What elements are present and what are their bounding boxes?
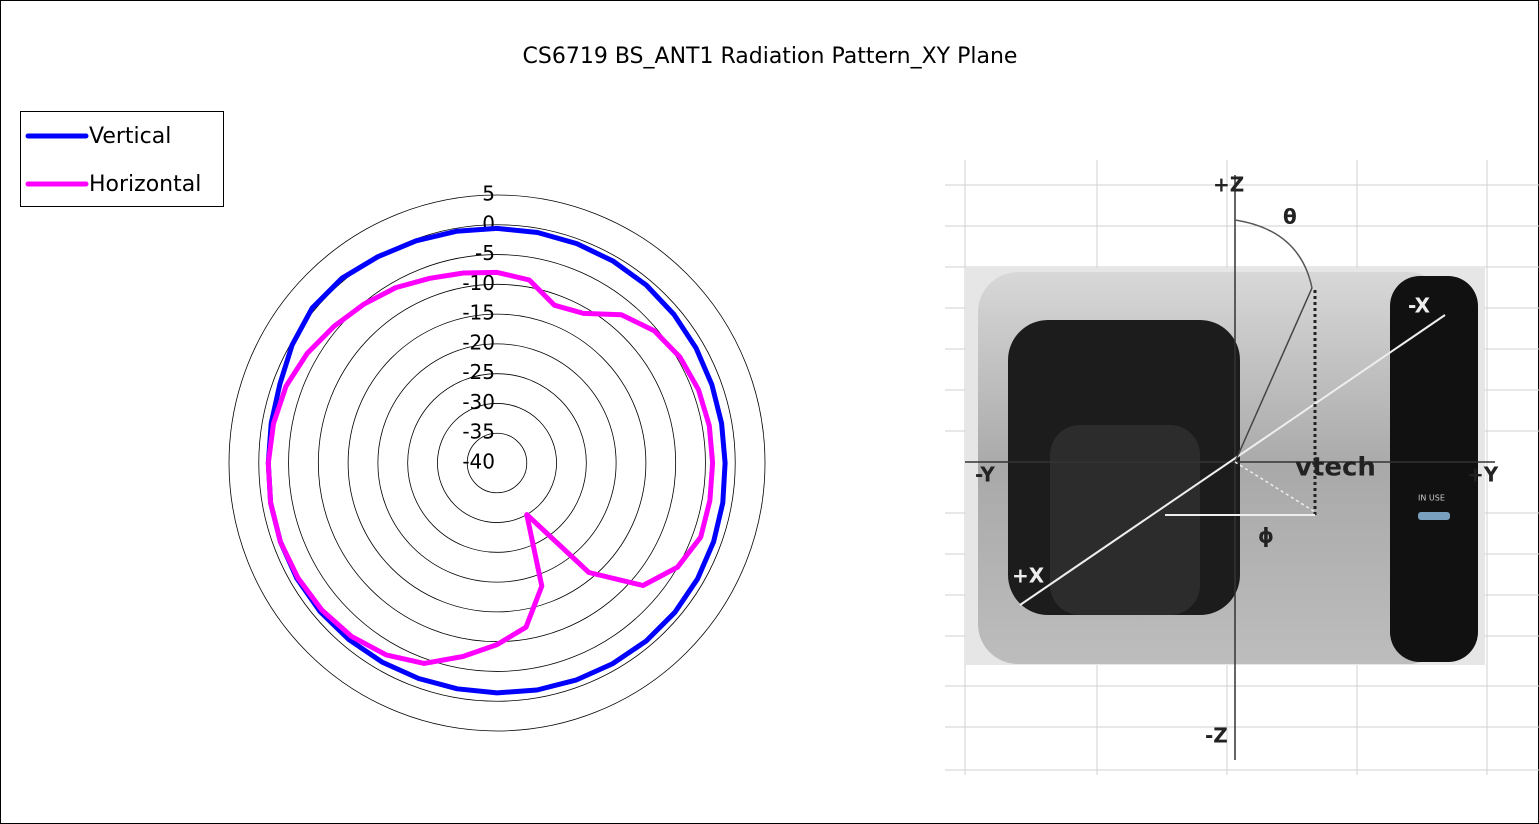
legend-label: Horizontal xyxy=(89,172,201,197)
r-tick-label: -35 xyxy=(462,420,495,444)
r-tick-label: -20 xyxy=(462,330,495,354)
photo-label: -Z xyxy=(1205,724,1228,748)
photo-label: θ xyxy=(1283,205,1297,229)
photo-label: +X xyxy=(1012,564,1045,588)
page: CS6719 BS_ANT1 Radiation Pattern_XY Plan… xyxy=(0,0,1539,824)
r-tick-label: -40 xyxy=(462,450,495,474)
photo-label: ϕ xyxy=(1258,524,1274,548)
r-tick-label: -15 xyxy=(462,301,495,325)
photo-label: -X xyxy=(1408,294,1431,318)
chart-title: CS6719 BS_ANT1 Radiation Pattern_XY Plan… xyxy=(523,44,1018,69)
chart: CS6719 BS_ANT1 Radiation Pattern_XY Plan… xyxy=(0,0,1539,824)
r-tick-label: -5 xyxy=(475,241,495,265)
r-tick-label: -25 xyxy=(462,360,495,384)
legend-label: Vertical xyxy=(89,124,171,149)
photo-label: -Y xyxy=(975,463,995,487)
r-tick-label: -30 xyxy=(462,390,495,414)
photo-label: vtech xyxy=(1295,453,1376,483)
photo-label: +Z xyxy=(1213,173,1244,197)
r-tick-label: 5 xyxy=(482,182,495,206)
photo-label: +Y xyxy=(1467,463,1499,487)
photo-label: IN USE xyxy=(1418,494,1445,503)
